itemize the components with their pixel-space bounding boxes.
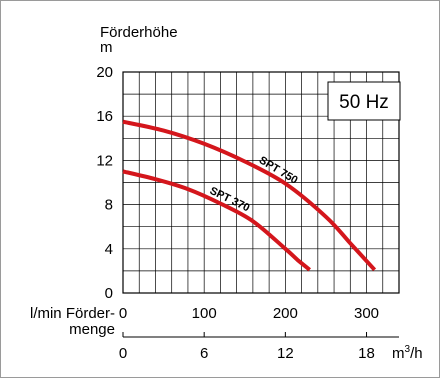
x2-tick-label: 6 [200, 345, 208, 362]
y-tick-label: 20 [96, 64, 113, 81]
x2-tick-label: 18 [358, 345, 375, 362]
x2-axis-unit: m3/h [392, 344, 423, 362]
series-line [122, 119, 377, 272]
y-tick-label: 8 [105, 197, 113, 214]
x-tick-labels: 0 100 200 300 [119, 305, 379, 322]
y-tick-label: 12 [96, 152, 113, 169]
annotation-box: 50 Hz [327, 81, 401, 121]
x2-tick-label: 12 [277, 345, 294, 362]
y-tick-label: 4 [105, 241, 113, 258]
flow-axis-title-cont: menge [69, 321, 115, 338]
plot-border [122, 71, 400, 294]
y-axis-title: Förderhöhe [100, 24, 178, 41]
x2-ticks: 0 6 12 18 [119, 332, 375, 362]
y-tick-labels: 0 4 8 12 16 20 [96, 64, 113, 302]
x-tick-label: 100 [192, 305, 217, 322]
flow-axis-title: l/min Förder- [30, 305, 115, 322]
y-axis-unit: m [100, 39, 113, 56]
x-tick-label: 0 [119, 305, 127, 322]
x2-tick-label: 0 [119, 345, 127, 362]
y-tick-label: 0 [105, 285, 113, 302]
x-tick-label: 200 [273, 305, 298, 322]
frequency-annotation: 50 Hz [339, 92, 389, 113]
x-tick-label: 300 [354, 305, 379, 322]
y-tick-label: 16 [96, 108, 113, 125]
series-line [122, 169, 311, 272]
